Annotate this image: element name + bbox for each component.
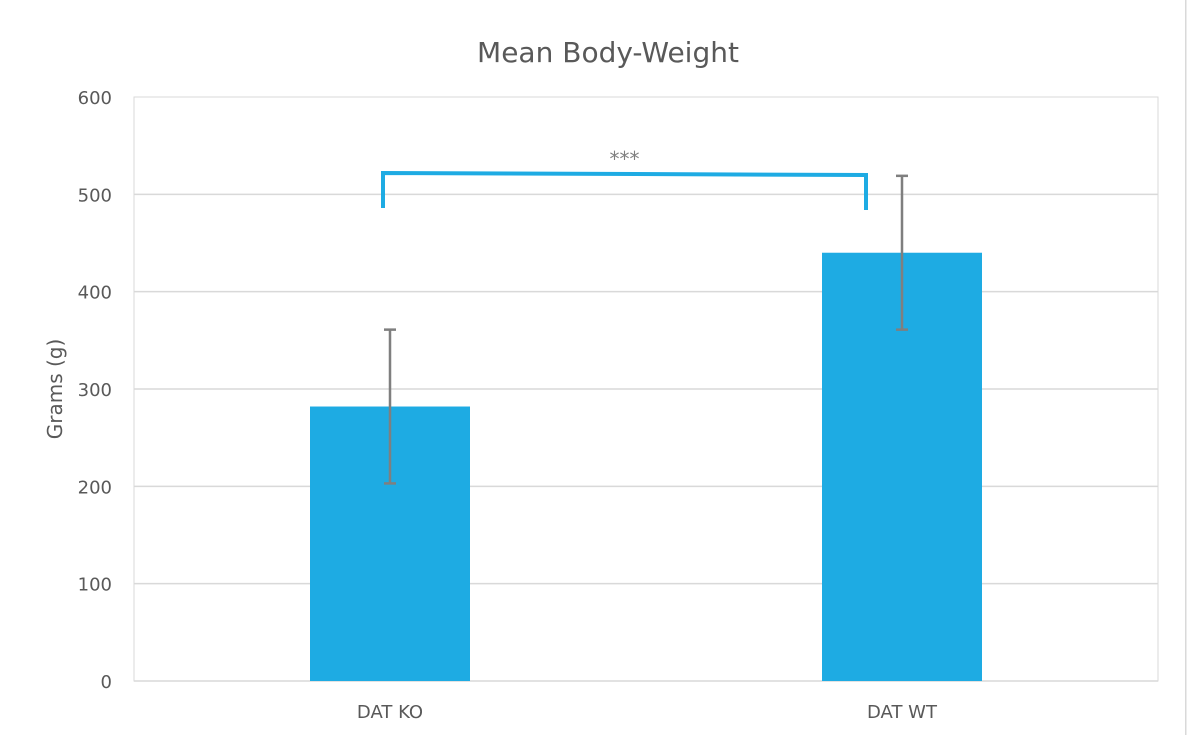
- y-tick-label: 500: [78, 185, 112, 206]
- significance-label: ***: [610, 147, 640, 171]
- y-tick-label: 400: [78, 283, 112, 304]
- y-axis-ticks: 0 100 200 300 400 500 600: [78, 88, 112, 693]
- gridlines: [134, 193, 1158, 682]
- plot-area-border: [133, 96, 1159, 682]
- y-tick-label: 300: [78, 380, 112, 401]
- x-tick-label: DAT WT: [867, 702, 938, 723]
- x-axis-ticks: DAT KO DAT WT: [357, 702, 938, 723]
- chart-title: Mean Body-Weight: [477, 36, 739, 69]
- x-tick-label: DAT KO: [357, 702, 423, 723]
- y-axis-label: Grams (g): [43, 339, 67, 440]
- error-bars: [384, 174, 908, 485]
- bars: [310, 252, 982, 681]
- y-tick-label: 0: [101, 672, 112, 693]
- y-tick-label: 200: [78, 477, 112, 498]
- y-tick-label: 100: [78, 575, 112, 596]
- y-tick-label: 600: [78, 88, 112, 109]
- significance-bracket: [381, 170, 868, 210]
- significance-annotation: ***: [381, 147, 868, 210]
